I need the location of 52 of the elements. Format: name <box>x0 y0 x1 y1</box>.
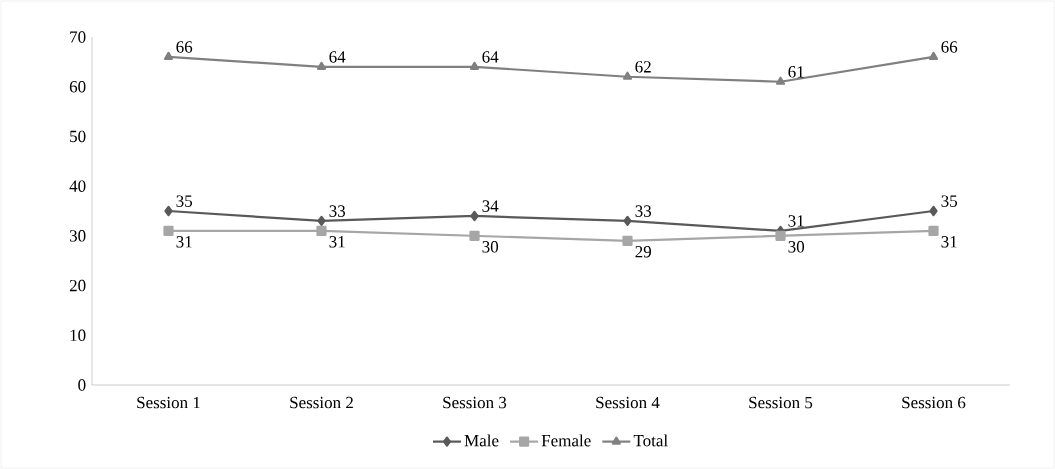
point <box>928 225 939 236</box>
point <box>775 76 786 85</box>
x-tick-label: Session 1 <box>137 396 200 409</box>
point <box>622 71 633 80</box>
data-label: 33 <box>635 205 652 217</box>
point <box>163 225 174 236</box>
data-label: 62 <box>635 61 651 73</box>
legend-label: Total <box>633 434 668 447</box>
data-label: 31 <box>176 236 192 248</box>
point <box>469 61 480 70</box>
data-label: 64 <box>482 51 499 63</box>
x-tick-label: Session 4 <box>596 396 660 409</box>
point <box>316 61 327 70</box>
y-tick-label: 10 <box>70 329 86 342</box>
data-label: 66 <box>941 41 958 53</box>
data-label: 61 <box>788 66 804 78</box>
data-label: 64 <box>329 51 346 63</box>
point <box>163 51 174 60</box>
point <box>316 225 327 236</box>
data-label: 31 <box>941 236 957 248</box>
point <box>317 215 326 227</box>
point <box>164 205 173 217</box>
data-label: 30 <box>482 241 499 253</box>
data-label: 30 <box>788 241 805 253</box>
data-label: 31 <box>329 236 345 248</box>
x-tick-label: Session 5 <box>749 396 813 409</box>
data-label: 34 <box>482 200 499 212</box>
point <box>623 215 632 227</box>
point <box>470 210 479 222</box>
x-tick-label: Session 3 <box>443 396 507 409</box>
point <box>775 230 786 241</box>
legend-label: Male <box>464 434 499 447</box>
point <box>622 235 633 246</box>
y-tick-label: 30 <box>69 230 86 242</box>
y-tick-label: 50 <box>70 130 86 143</box>
data-label: 35 <box>941 195 958 207</box>
y-tick-label: 40 <box>69 180 86 192</box>
y-tick-label: 60 <box>69 80 86 93</box>
data-label: 66 <box>176 41 193 53</box>
x-tick-label: Session 2 <box>290 396 353 409</box>
y-tick-label: 70 <box>70 31 86 43</box>
data-label: 29 <box>635 246 652 258</box>
data-label: 33 <box>329 205 346 217</box>
point <box>928 51 939 60</box>
y-tick-label: 0 <box>78 379 86 391</box>
y-tick-label: 20 <box>69 279 86 292</box>
data-label: 35 <box>176 195 193 207</box>
point <box>469 230 480 241</box>
x-tick-label: Session 6 <box>902 396 966 409</box>
legend-label: Female <box>541 434 591 447</box>
data-label: 31 <box>788 215 804 227</box>
point <box>929 205 938 217</box>
